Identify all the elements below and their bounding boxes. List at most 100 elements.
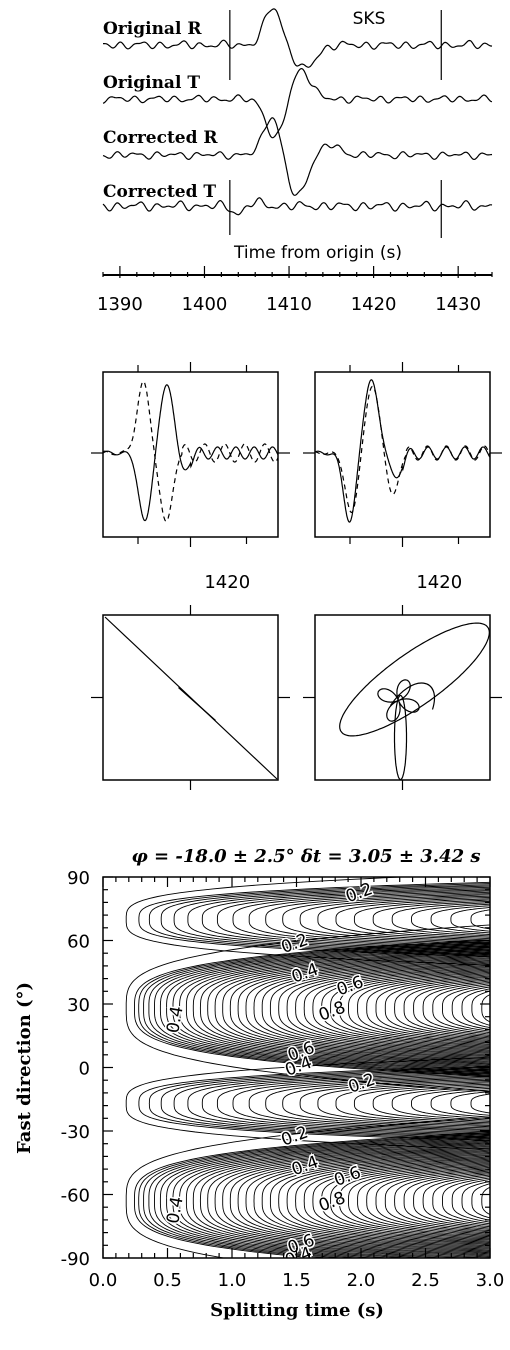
contour-line	[148, 1067, 490, 1140]
contour-line	[321, 968, 490, 1049]
y-axis-label: Fast direction (°)	[14, 982, 35, 1154]
contour-label: 0.2	[343, 879, 375, 907]
seismogram-trace	[102, 67, 493, 139]
trace-dashed	[102, 380, 279, 522]
contour-line	[422, 981, 490, 1035]
contour-line	[432, 983, 490, 1034]
contour-line	[303, 966, 490, 1051]
contour-line	[179, 948, 490, 1069]
contour-line	[207, 952, 490, 1064]
y-tick-label: 90	[67, 868, 90, 889]
contour-line	[375, 975, 490, 1041]
contour-label: 0.8	[316, 1188, 348, 1216]
contour-line	[154, 1136, 490, 1258]
contour-line	[232, 890, 490, 949]
contour-line	[451, 1179, 490, 1223]
contour-line	[278, 962, 490, 1054]
contour-line	[299, 895, 490, 944]
contour-line	[492, 1179, 510, 1224]
seismogram-trace	[103, 8, 493, 68]
x-tick-label: 1.5	[282, 1270, 311, 1291]
y-tick-label: 30	[67, 995, 90, 1016]
contour-line	[199, 951, 490, 1065]
contour-line	[248, 1076, 490, 1131]
contour-line	[394, 977, 490, 1039]
contour-line	[502, 1180, 510, 1223]
contour-line	[179, 1140, 490, 1258]
contour-line	[335, 898, 490, 941]
contour-line	[253, 1151, 490, 1250]
contour-line	[384, 976, 490, 1040]
phase-label: SKS	[353, 9, 386, 29]
contour-line	[134, 939, 490, 1078]
contour-line	[330, 969, 490, 1047]
contour-line	[166, 1138, 490, 1258]
particle-motion-loop	[377, 679, 420, 722]
contour-line	[185, 949, 490, 1068]
contour-line	[481, 994, 490, 1023]
contour-line	[470, 1093, 490, 1114]
particle-motion-loop	[339, 622, 490, 737]
contour-line	[237, 1149, 490, 1253]
particle-motion-line	[178, 687, 216, 721]
contour-line	[450, 1091, 490, 1116]
contour-line	[143, 941, 490, 1075]
contour-line	[187, 1070, 490, 1137]
contour-line	[491, 907, 510, 932]
y-tick-label: -60	[61, 1186, 90, 1207]
x-axis-label: Splitting time (s)	[210, 1300, 384, 1321]
contour-line	[222, 1147, 490, 1255]
trace-label: Corrected T	[103, 182, 216, 202]
trace-label: Original T	[103, 73, 200, 93]
y-tick-label: -90	[61, 1249, 90, 1270]
contour-line	[403, 1171, 490, 1230]
contour-group: 0.20.20.4 0.60.80.40.60.40.20.20.4 0.60.80…	[125, 877, 510, 1258]
contour-line	[278, 1155, 490, 1247]
contour-line	[348, 1164, 490, 1238]
contour-line	[148, 883, 490, 956]
contour-line	[201, 1072, 490, 1135]
box-tick-label: 1420	[204, 572, 250, 593]
contour-line	[154, 943, 490, 1073]
contour-line	[403, 979, 490, 1038]
x-axis-label: Time from origin (s)	[233, 243, 402, 263]
contour-line	[366, 974, 490, 1043]
x-tick-label: 2.5	[411, 1270, 440, 1291]
contour-line	[138, 881, 490, 957]
contour-line	[286, 1156, 490, 1246]
contour-label: 0.6	[332, 1163, 364, 1191]
trace-dashed	[314, 385, 491, 513]
contour-line	[432, 1175, 490, 1226]
x-tick-label: 1.0	[218, 1270, 247, 1291]
particle-trace-panels: 1420 1420	[91, 362, 502, 593]
contour-line	[330, 1162, 490, 1240]
contour-line	[261, 960, 490, 1057]
y-tick-label: 0	[79, 1059, 90, 1080]
contour-line	[357, 973, 490, 1044]
contour-line	[125, 924, 490, 1092]
contour-line	[138, 1066, 490, 1141]
contour-line	[159, 944, 490, 1072]
contour-line	[442, 1177, 490, 1225]
contour-line	[216, 889, 490, 950]
seismogram-panel: SKS Original R Original T Corrected R Correc…	[97, 8, 493, 315]
contour-line	[375, 1168, 490, 1234]
y-tick-label: -30	[61, 1122, 90, 1143]
contour-line	[317, 896, 490, 942]
contour-line	[295, 1157, 490, 1245]
contour-label: 0.4	[163, 1195, 187, 1225]
x-tick-label: 1430	[435, 294, 481, 315]
seismogram-trace	[102, 117, 493, 196]
contour-line	[394, 1170, 490, 1232]
contour-line	[245, 958, 490, 1059]
particle-motion-panels	[91, 605, 502, 790]
contour-line	[339, 1163, 490, 1239]
contour-line	[312, 967, 490, 1050]
contour-line	[471, 990, 490, 1026]
contour-line	[253, 959, 490, 1058]
trace-solid	[102, 384, 279, 522]
contour-line	[237, 957, 490, 1060]
contour-line	[192, 950, 490, 1067]
contour-line	[269, 961, 490, 1055]
contour-line	[160, 1068, 490, 1139]
